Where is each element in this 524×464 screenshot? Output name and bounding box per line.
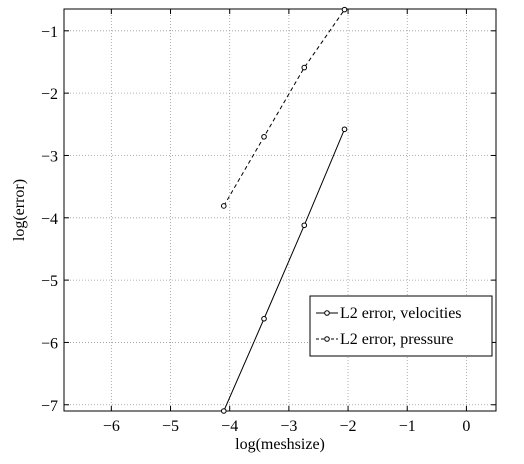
legend-label: L2 error, pressure [340, 331, 454, 348]
grid-lines [64, 9, 496, 411]
data-point [220, 408, 227, 414]
x-tick-label: 0 [462, 418, 470, 435]
y-tick-label: −1 [41, 24, 58, 41]
legend-label: L2 error, velocities [340, 305, 462, 322]
series-velocities [220, 126, 348, 414]
series-pressure [220, 6, 348, 209]
data-point [301, 64, 308, 71]
data-point [341, 126, 348, 133]
y-tick-label: −5 [41, 273, 58, 290]
series-layer [220, 6, 348, 414]
plot-frame [63, 8, 497, 412]
y-tick-label: −2 [41, 86, 58, 103]
data-point [261, 133, 267, 140]
series-line [223, 129, 345, 412]
data-point [220, 203, 227, 209]
series-line [223, 9, 345, 207]
axis-ticks: −6 −5 −4 −3 −2 −1 0 −7 −6 −5 −4 −3 −2 −1 [41, 9, 496, 435]
y-axis-label: log(error) [11, 179, 28, 241]
x-axis-label: log(meshsize) [235, 436, 325, 453]
data-point [341, 6, 348, 13]
x-tick-label: −1 [399, 418, 416, 435]
y-tick-label: −7 [41, 398, 58, 415]
y-tick-label: −4 [41, 211, 58, 228]
x-tick-label: −3 [280, 418, 297, 435]
data-point [261, 315, 267, 322]
legend-marker [324, 336, 330, 342]
data-point [301, 222, 308, 229]
x-tick-label: −4 [221, 418, 238, 435]
y-tick-label: −3 [41, 148, 58, 165]
legend-marker [324, 310, 330, 316]
legend-box [309, 295, 493, 357]
legend: L2 error, velocities L2 error, pressure [309, 295, 493, 357]
x-tick-label: −5 [162, 418, 179, 435]
x-tick-label: −2 [340, 418, 357, 435]
y-tick-label: −6 [41, 335, 58, 352]
x-tick-label: −6 [103, 418, 120, 435]
